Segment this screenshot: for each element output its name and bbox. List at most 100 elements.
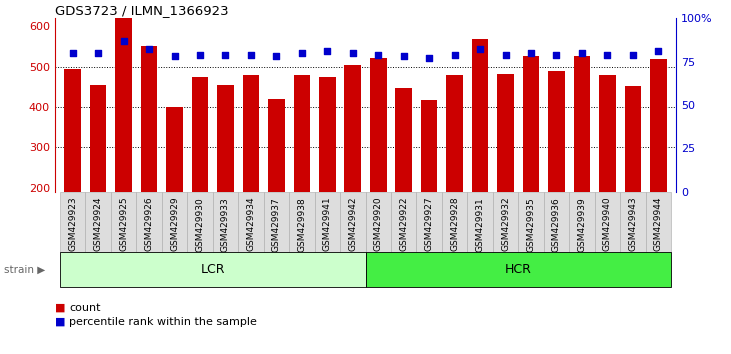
Point	[525, 50, 537, 56]
FancyBboxPatch shape	[620, 192, 645, 252]
Point	[653, 48, 664, 54]
Point	[500, 52, 512, 57]
Text: count: count	[69, 303, 101, 313]
Point	[219, 52, 231, 57]
Bar	[90, 85, 107, 192]
Bar	[624, 86, 641, 192]
Bar	[599, 75, 616, 192]
Text: GDS3723 / ILMN_1366923: GDS3723 / ILMN_1366923	[55, 4, 229, 17]
Text: GSM429935: GSM429935	[526, 197, 536, 252]
Text: strain ▶: strain ▶	[4, 264, 45, 274]
Text: GSM429941: GSM429941	[323, 197, 332, 251]
Text: GSM429927: GSM429927	[425, 197, 433, 251]
Text: GSM429937: GSM429937	[272, 197, 281, 252]
Bar	[471, 39, 488, 192]
Point	[474, 46, 486, 52]
Point	[169, 53, 181, 59]
Text: percentile rank within the sample: percentile rank within the sample	[69, 317, 257, 327]
FancyBboxPatch shape	[187, 192, 213, 252]
Bar	[344, 64, 361, 192]
FancyBboxPatch shape	[213, 192, 238, 252]
Text: ■: ■	[55, 303, 65, 313]
Text: GSM429926: GSM429926	[145, 197, 154, 251]
Point	[67, 50, 78, 56]
Text: GSM429924: GSM429924	[94, 197, 102, 251]
Point	[296, 50, 308, 56]
Text: LCR: LCR	[200, 263, 225, 276]
Text: GSM429934: GSM429934	[246, 197, 255, 251]
FancyBboxPatch shape	[314, 192, 340, 252]
Text: GSM429943: GSM429943	[629, 197, 637, 251]
Point	[627, 52, 639, 57]
Text: GSM429936: GSM429936	[552, 197, 561, 252]
Bar	[497, 74, 514, 192]
Point	[550, 52, 562, 57]
FancyBboxPatch shape	[162, 192, 187, 252]
FancyBboxPatch shape	[60, 192, 86, 252]
FancyBboxPatch shape	[518, 192, 544, 252]
FancyBboxPatch shape	[366, 192, 391, 252]
Point	[398, 53, 409, 59]
Bar	[574, 56, 590, 192]
Point	[245, 52, 257, 57]
FancyBboxPatch shape	[340, 192, 366, 252]
Bar	[64, 69, 81, 192]
FancyBboxPatch shape	[569, 192, 595, 252]
Text: GSM429932: GSM429932	[501, 197, 510, 251]
FancyBboxPatch shape	[264, 192, 289, 252]
Point	[143, 46, 155, 52]
FancyBboxPatch shape	[442, 192, 467, 252]
FancyBboxPatch shape	[136, 192, 162, 252]
Point	[602, 52, 613, 57]
FancyBboxPatch shape	[544, 192, 569, 252]
Bar	[268, 99, 284, 192]
Bar	[370, 58, 387, 192]
Bar	[650, 59, 667, 192]
Point	[449, 52, 461, 57]
Text: ■: ■	[55, 317, 65, 327]
Text: GSM429930: GSM429930	[195, 197, 205, 252]
FancyBboxPatch shape	[289, 192, 314, 252]
Text: GSM429944: GSM429944	[654, 197, 663, 251]
Bar	[319, 77, 336, 192]
FancyBboxPatch shape	[645, 192, 671, 252]
Text: GSM429929: GSM429929	[170, 197, 179, 251]
Text: GSM429925: GSM429925	[119, 197, 128, 251]
Text: GSM429938: GSM429938	[298, 197, 306, 252]
Bar	[141, 46, 157, 192]
Text: GSM429939: GSM429939	[577, 197, 586, 252]
Text: GSM429931: GSM429931	[476, 197, 485, 252]
Point	[322, 48, 333, 54]
Bar	[166, 107, 183, 192]
FancyBboxPatch shape	[86, 192, 111, 252]
Bar	[447, 75, 463, 192]
FancyBboxPatch shape	[60, 252, 366, 287]
Point	[576, 50, 588, 56]
Bar	[243, 75, 260, 192]
FancyBboxPatch shape	[238, 192, 264, 252]
Text: GSM429920: GSM429920	[374, 197, 383, 251]
Point	[194, 52, 206, 57]
Bar	[217, 85, 234, 192]
Point	[372, 52, 384, 57]
FancyBboxPatch shape	[366, 252, 671, 287]
FancyBboxPatch shape	[493, 192, 518, 252]
FancyBboxPatch shape	[391, 192, 417, 252]
Bar	[395, 87, 412, 192]
FancyBboxPatch shape	[111, 192, 136, 252]
Bar	[548, 70, 565, 192]
Text: GSM429923: GSM429923	[68, 197, 77, 251]
Text: HCR: HCR	[505, 263, 531, 276]
Bar	[421, 100, 437, 192]
Point	[118, 38, 129, 44]
Text: GSM429928: GSM429928	[450, 197, 459, 251]
Text: GSM429940: GSM429940	[603, 197, 612, 251]
Text: GSM429933: GSM429933	[221, 197, 230, 252]
Point	[270, 53, 282, 59]
Point	[347, 50, 359, 56]
Text: GSM429942: GSM429942	[348, 197, 357, 251]
FancyBboxPatch shape	[595, 192, 620, 252]
FancyBboxPatch shape	[417, 192, 442, 252]
FancyBboxPatch shape	[467, 192, 493, 252]
Point	[92, 50, 104, 56]
